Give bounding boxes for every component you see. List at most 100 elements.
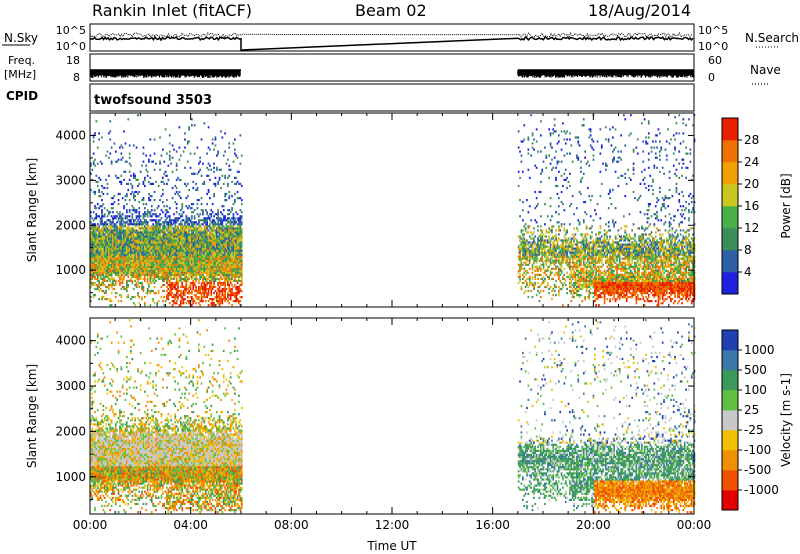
power-cell — [132, 219, 135, 222]
power-cell — [101, 249, 103, 252]
power-cell — [170, 287, 172, 291]
power-cell — [150, 219, 153, 222]
power-cell — [113, 253, 116, 256]
power-cell — [103, 207, 106, 210]
power-cell — [530, 231, 532, 234]
power-cell — [156, 269, 159, 272]
power-cell — [153, 279, 156, 282]
power-cell — [530, 219, 532, 222]
power-cell — [174, 227, 177, 230]
power-cell — [120, 255, 123, 258]
power-cell — [164, 267, 167, 270]
power-cell — [549, 197, 552, 200]
power-cell — [210, 294, 213, 297]
power-cell — [109, 227, 112, 230]
power-cell — [142, 249, 145, 252]
power-cell — [96, 243, 99, 246]
power-cell — [121, 146, 124, 149]
power-cell — [166, 211, 168, 214]
power-cell — [123, 221, 125, 224]
power-cell — [105, 271, 107, 274]
power-cell — [106, 219, 109, 222]
power-cell — [211, 300, 214, 303]
power-cell — [114, 257, 117, 260]
power-cell — [202, 213, 204, 216]
power-cell — [117, 261, 120, 264]
power-cell — [128, 215, 131, 218]
power-cell — [177, 217, 179, 220]
power-cell — [90, 265, 92, 268]
power-cell — [110, 229, 113, 232]
power-cell — [137, 249, 139, 252]
power-cell — [117, 176, 120, 179]
power-cell — [558, 292, 560, 295]
power-cell — [137, 273, 139, 276]
power-cell — [236, 298, 239, 301]
power-cell — [150, 257, 153, 260]
power-cell — [563, 229, 566, 232]
power-cell — [563, 267, 566, 270]
power-cell — [139, 249, 142, 252]
power-cell — [126, 215, 128, 218]
power-cell — [103, 261, 106, 264]
power-cell — [95, 227, 98, 230]
power-cell — [552, 166, 555, 169]
power-cell — [240, 275, 243, 278]
power-cell — [163, 227, 166, 230]
power-cell — [196, 146, 199, 149]
power-cell — [124, 199, 127, 202]
power-cell — [121, 265, 124, 268]
power-cell — [202, 209, 204, 212]
power-cell — [174, 217, 177, 220]
power-cell — [159, 263, 161, 266]
power-cell — [139, 277, 142, 280]
power-cell — [99, 265, 102, 268]
power-cell — [170, 294, 172, 297]
power-cell — [175, 265, 178, 268]
power-cell — [555, 294, 557, 297]
power-cell — [175, 287, 178, 291]
power-cell — [227, 158, 229, 161]
power-cell — [173, 271, 175, 274]
power-cell — [229, 223, 232, 226]
power-cell — [170, 231, 172, 234]
power-cell — [171, 273, 174, 276]
power-cell — [175, 241, 178, 244]
power-cell — [168, 271, 171, 274]
power-cell — [130, 235, 132, 238]
power-cell — [95, 251, 98, 254]
power-cell — [132, 229, 135, 232]
power-cell — [131, 261, 134, 264]
power-cell — [559, 229, 562, 232]
power-cell — [146, 287, 149, 291]
power-cell — [127, 243, 130, 246]
power-cell — [159, 269, 161, 272]
power-cell — [109, 298, 112, 301]
power-cell — [206, 166, 208, 169]
power-cell — [152, 273, 154, 276]
power-cell — [177, 243, 179, 246]
power-cell — [173, 251, 175, 254]
power-cell — [114, 259, 117, 262]
power-cell — [95, 265, 98, 268]
power-cell — [171, 245, 174, 248]
power-cell — [174, 269, 177, 272]
power-cell — [231, 195, 233, 198]
power-cell — [180, 279, 182, 282]
power-cell — [141, 269, 143, 272]
power-cell — [98, 138, 100, 141]
power-cell — [98, 239, 100, 242]
power-cell — [206, 213, 208, 216]
power-cell — [531, 263, 534, 266]
power-cell — [119, 192, 121, 196]
power-cell — [120, 253, 123, 256]
power-cell — [163, 277, 166, 280]
power-cell — [134, 199, 136, 202]
power-cell — [110, 203, 113, 206]
power-cell — [195, 225, 197, 228]
power-cell — [202, 273, 204, 276]
power-cell — [132, 296, 135, 299]
power-cell — [150, 253, 153, 256]
power-cell — [137, 265, 139, 268]
power-cell — [106, 233, 109, 236]
